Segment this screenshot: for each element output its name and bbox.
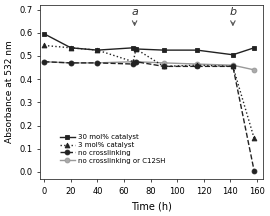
Legend: 30 mol% catalyst, 3 mol% catalyst, no crosslinking, no crosslinking or C12SH: 30 mol% catalyst, 3 mol% catalyst, no cr… <box>58 133 167 165</box>
3 mol% catalyst <box>195 64 199 67</box>
X-axis label: Time (h): Time (h) <box>131 201 172 211</box>
no crosslinking or C12SH <box>195 63 199 65</box>
3 mol% catalyst <box>252 137 256 140</box>
Text: a: a <box>131 7 138 25</box>
no crosslinking <box>231 65 235 68</box>
no crosslinking or C12SH <box>231 64 235 67</box>
no crosslinking <box>195 65 199 68</box>
Text: b: b <box>229 7 237 25</box>
no crosslinking <box>43 60 46 63</box>
no crosslinking or C12SH <box>43 60 46 63</box>
no crosslinking <box>162 65 166 68</box>
3 mol% catalyst <box>162 65 166 68</box>
no crosslinking <box>96 62 99 64</box>
no crosslinking or C12SH <box>96 62 99 64</box>
Line: no crosslinking or C12SH: no crosslinking or C12SH <box>42 59 256 72</box>
30 mol% catalyst <box>69 46 72 49</box>
30 mol% catalyst <box>43 33 46 35</box>
30 mol% catalyst <box>96 49 99 51</box>
30 mol% catalyst <box>132 46 135 49</box>
no crosslinking or C12SH <box>134 60 137 63</box>
no crosslinking or C12SH <box>162 62 166 64</box>
3 mol% catalyst <box>43 44 46 47</box>
Line: no crosslinking: no crosslinking <box>42 59 256 173</box>
3 mol% catalyst <box>69 46 72 49</box>
30 mol% catalyst <box>252 46 256 49</box>
30 mol% catalyst <box>231 54 235 56</box>
no crosslinking <box>132 63 135 65</box>
no crosslinking <box>134 60 137 63</box>
no crosslinking <box>252 170 256 172</box>
3 mol% catalyst <box>132 60 135 63</box>
3 mol% catalyst <box>96 49 99 51</box>
no crosslinking <box>69 62 72 64</box>
3 mol% catalyst <box>231 65 235 68</box>
Y-axis label: Absorbance at 532 nm: Absorbance at 532 nm <box>5 41 14 143</box>
no crosslinking or C12SH <box>69 62 72 64</box>
3 mol% catalyst <box>134 48 137 50</box>
no crosslinking or C12SH <box>252 68 256 71</box>
Line: 3 mol% catalyst: 3 mol% catalyst <box>42 43 256 141</box>
30 mol% catalyst <box>134 48 137 50</box>
30 mol% catalyst <box>195 49 199 51</box>
no crosslinking or C12SH <box>132 60 135 63</box>
Line: 30 mol% catalyst: 30 mol% catalyst <box>42 32 256 57</box>
30 mol% catalyst <box>162 49 166 51</box>
